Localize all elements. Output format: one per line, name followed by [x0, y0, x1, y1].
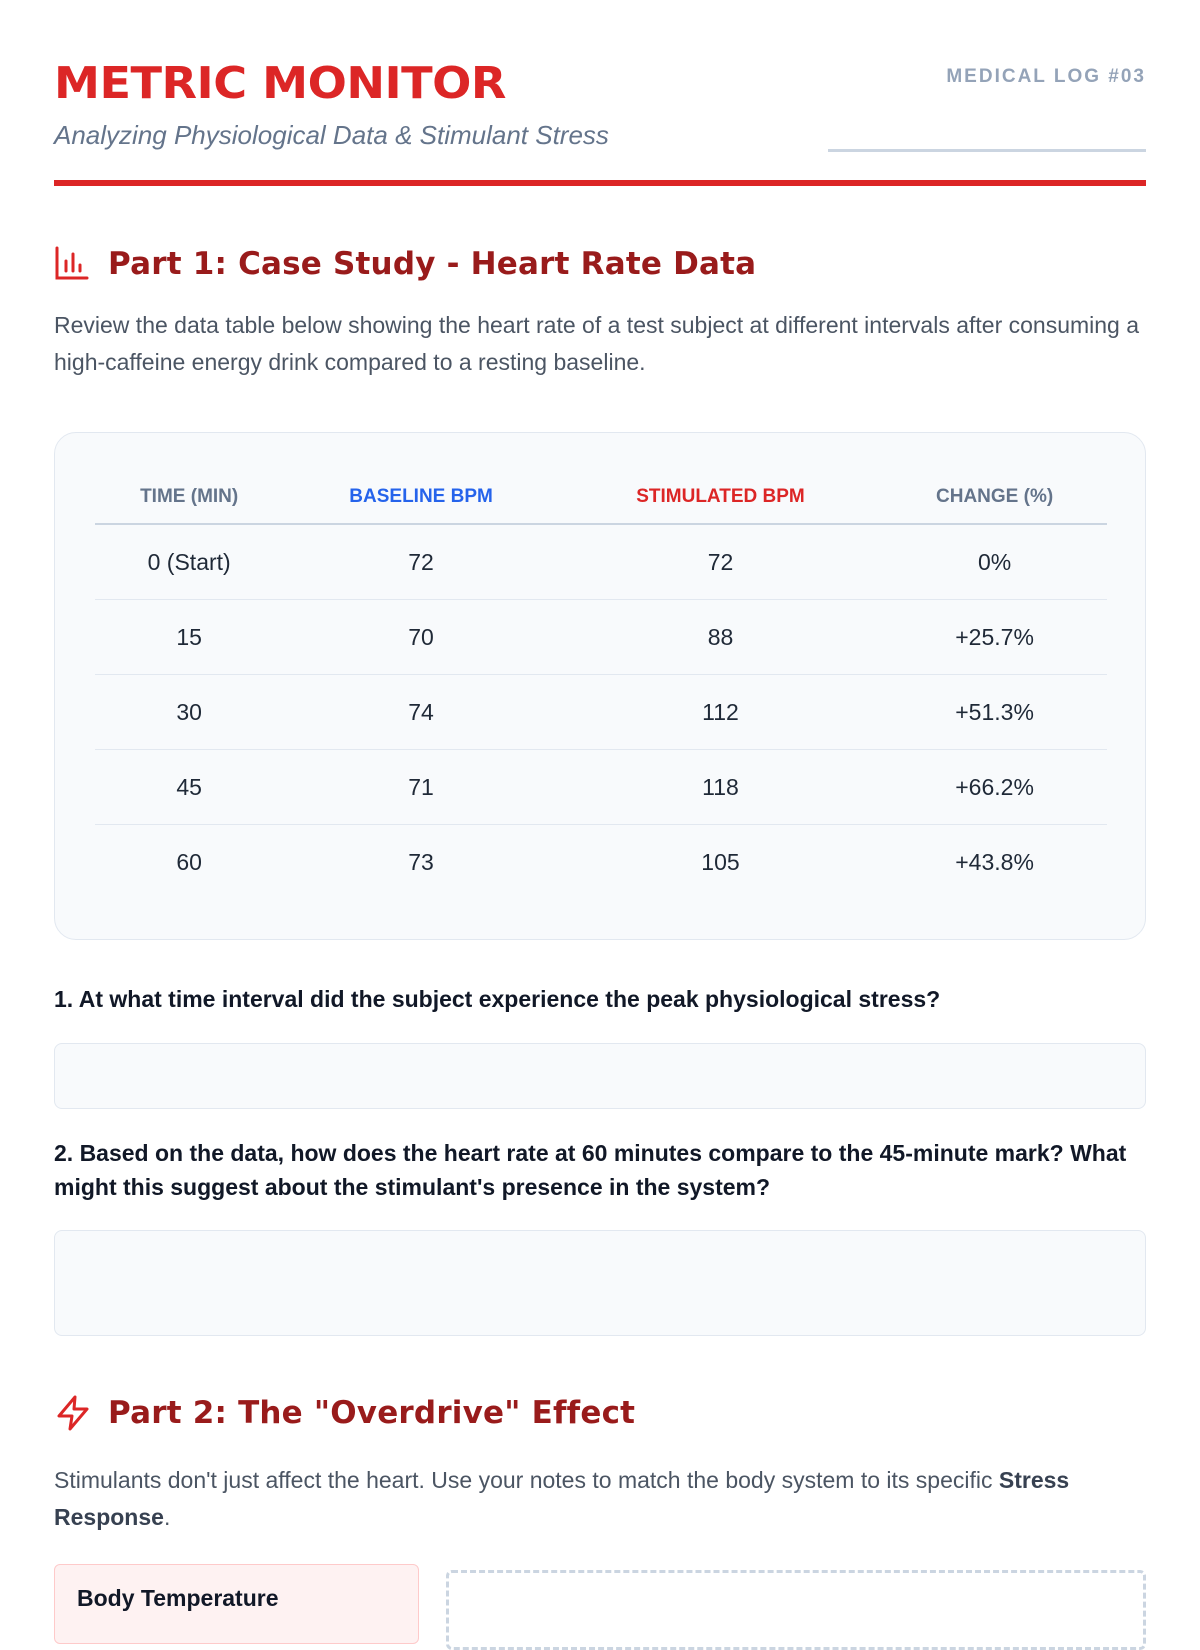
log-id-label: MEDICAL LOG #03: [946, 66, 1146, 87]
column-header-baseline: BASELINE BPM: [283, 471, 559, 525]
column-header-stimulated: STIMULATED BPM: [558, 471, 883, 525]
table-row: 60 73 105 +43.8%: [95, 825, 1107, 900]
cell-change: +51.3%: [882, 674, 1107, 750]
cell-stimulated: 118: [558, 749, 883, 825]
column-header-time: TIME (MIN): [95, 471, 284, 525]
cell-stimulated: 112: [558, 674, 883, 750]
heart-rate-table-card: TIME (MIN) BASELINE BPM STIMULATED BPM C…: [54, 432, 1146, 940]
part1-heading: Part 1: Case Study - Heart Rate Data: [54, 240, 1146, 288]
heart-rate-table: TIME (MIN) BASELINE BPM STIMULATED BPM C…: [95, 471, 1107, 899]
match-card-body-temperature[interactable]: Body Temperature: [54, 1564, 419, 1644]
cell-time: 0 (Start): [95, 524, 284, 600]
table-row: 30 74 112 +51.3%: [95, 674, 1107, 750]
cell-time: 30: [95, 674, 284, 750]
part1-title: Part 1: Case Study - Heart Rate Data: [108, 246, 757, 282]
match-card-label: Body Temperature: [77, 1585, 279, 1611]
part2-description: Stimulants don't just affect the heart. …: [54, 1462, 1146, 1536]
cell-stimulated: 105: [701, 848, 740, 875]
part2-description-text: Stimulants don't just affect the heart. …: [54, 1467, 999, 1493]
part2-description-end: .: [163, 1504, 171, 1530]
cell-change: +25.7%: [882, 599, 1107, 675]
cell-change: 0%: [882, 524, 1107, 600]
part2-title: Part 2: The "Overdrive" Effect: [108, 1395, 636, 1431]
header-divider: [54, 180, 1146, 186]
worksheet-page: METRIC MONITOR Analyzing Physiological D…: [54, 50, 1146, 1650]
answer-box-1[interactable]: [54, 1043, 1146, 1109]
cell-change: +43.8%: [955, 848, 1034, 875]
cell-stimulated: 88: [558, 599, 883, 675]
cell-baseline: 73: [408, 848, 434, 875]
cell-baseline: 72: [283, 524, 559, 600]
part1-description: Review the data table below showing the …: [54, 312, 1140, 375]
part2-description-bold: Stress Response: [54, 1467, 1070, 1530]
part2-heading: Part 2: The "Overdrive" Effect: [54, 1389, 1146, 1437]
cell-change: +66.2%: [882, 749, 1107, 825]
cell-baseline: 70: [283, 599, 559, 675]
match-drop-zone[interactable]: [446, 1570, 1146, 1650]
page-title: METRIC MONITOR: [54, 58, 506, 109]
bar-chart-icon: [54, 245, 92, 283]
question-1: 1. At what time interval did the subject…: [54, 986, 941, 1012]
question-2: 2. Based on the data, how does the heart…: [54, 1140, 1127, 1200]
answer-box-2[interactable]: [54, 1230, 1146, 1336]
lightning-icon: [54, 1394, 92, 1432]
table-row: 15 70 88 +25.7%: [95, 599, 1107, 675]
table-row: 45 71 118 +66.2%: [95, 749, 1107, 825]
cell-time: 60: [176, 848, 202, 875]
column-header-change: CHANGE (%): [882, 471, 1107, 525]
page-subtitle: Analyzing Physiological Data & Stimulant…: [54, 120, 609, 150]
cell-time: 45: [95, 749, 284, 825]
cell-baseline: 74: [283, 674, 559, 750]
log-underline: [828, 149, 1146, 152]
cell-baseline: 71: [283, 749, 559, 825]
table-row: 0 (Start) 72 72 0%: [95, 524, 1107, 600]
cell-stimulated: 72: [558, 524, 883, 600]
cell-time: 15: [95, 599, 284, 675]
table-header-row: TIME (MIN) BASELINE BPM STIMULATED BPM C…: [95, 471, 1107, 525]
header: METRIC MONITOR Analyzing Physiological D…: [54, 50, 1146, 186]
